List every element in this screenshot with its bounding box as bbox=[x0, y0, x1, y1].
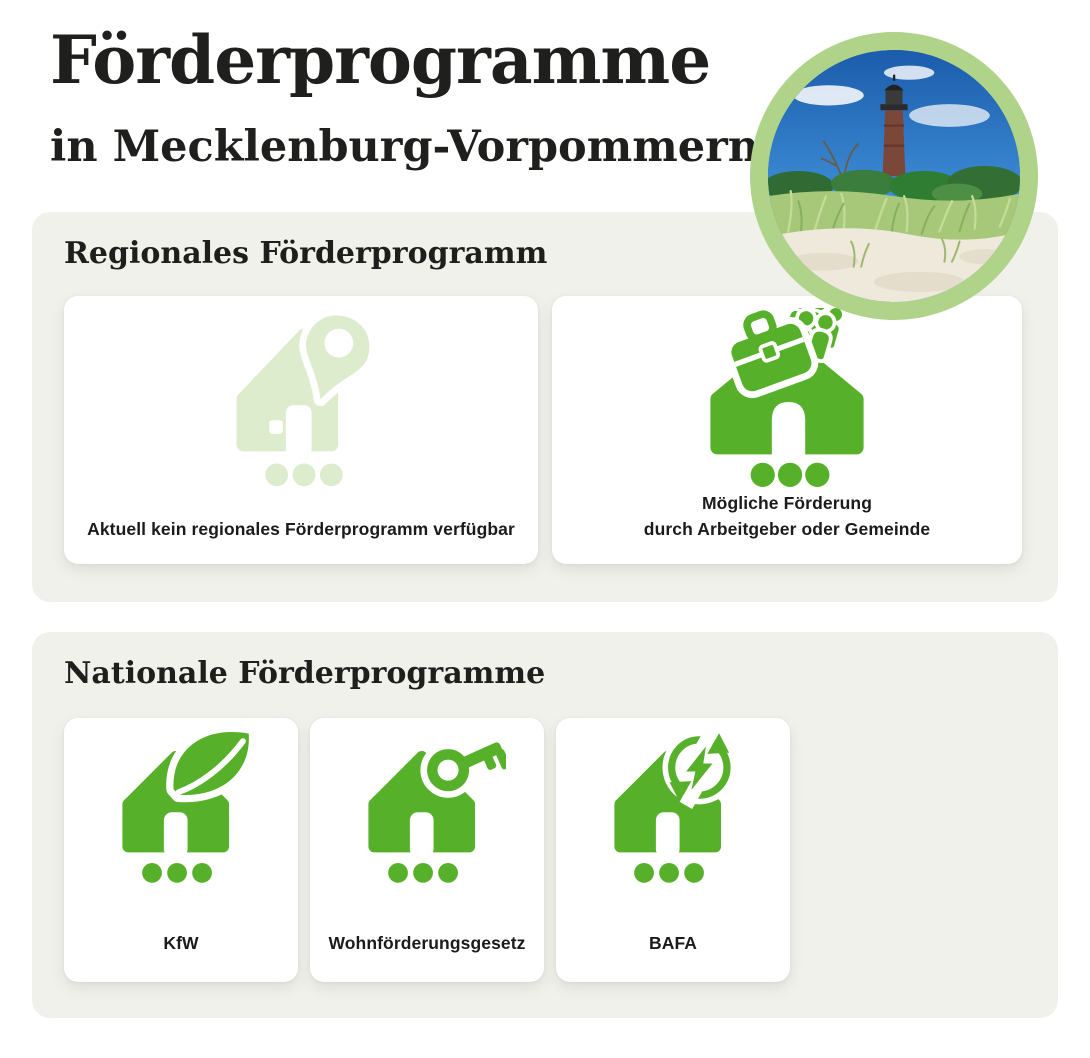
house-energy-icon bbox=[614, 728, 737, 883]
section-national-panel: Nationale Förderprogramme KfW bbox=[32, 632, 1058, 1018]
card-employer-community: Mögliche Förderung durch Arbeitgeber ode… bbox=[552, 296, 1022, 564]
lighthouse bbox=[880, 74, 908, 176]
card-no-regional-program: Aktuell kein regionales Förderprogramm v… bbox=[64, 296, 538, 564]
card-label: Aktuell kein regionales Förderprogramm v… bbox=[87, 518, 515, 539]
card-wohnfoerderungsgesetz: Wohnförderungsgesetz bbox=[310, 718, 544, 982]
card-label: Wohnförderungsgesetz bbox=[328, 932, 526, 953]
page-title: Förderprogramme bbox=[50, 21, 711, 99]
house-leaf-icon bbox=[122, 728, 256, 883]
lighthouse-beach-photo bbox=[768, 50, 1020, 302]
house-key-icon bbox=[368, 735, 506, 883]
house-location-pin-icon bbox=[236, 308, 377, 487]
card-label: KfW bbox=[163, 932, 199, 953]
hero-photo-ring bbox=[750, 32, 1038, 320]
section-national-heading: Nationale Förderprogramme bbox=[64, 656, 546, 691]
section-regional-heading: Regionales Förderprogramm bbox=[64, 236, 548, 271]
card-bafa: BAFA bbox=[556, 718, 790, 982]
card-label: BAFA bbox=[648, 932, 698, 953]
lighthouse-beach-illustration bbox=[768, 50, 1020, 302]
house-briefcase-people-icon bbox=[710, 308, 864, 487]
card-label: Mögliche Förderung durch Arbeitgeber ode… bbox=[643, 493, 931, 540]
card-kfw: KfW bbox=[64, 718, 298, 982]
page-subtitle: in Mecklenburg-Vorpommern bbox=[50, 122, 759, 172]
